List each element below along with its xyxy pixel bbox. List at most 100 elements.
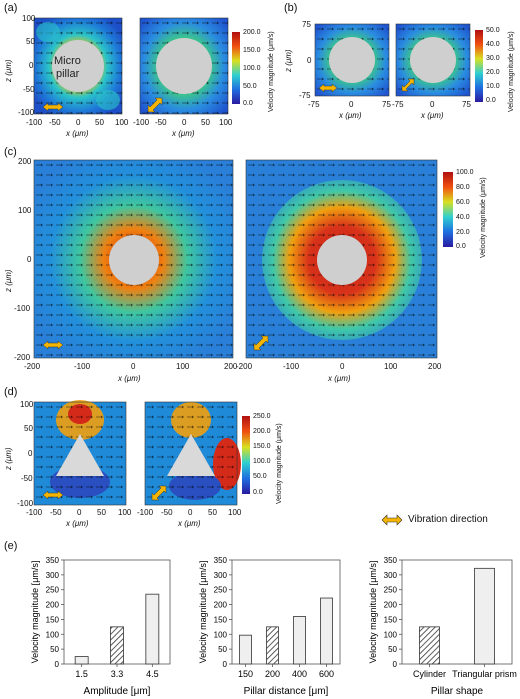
z-tick: 100 xyxy=(20,400,34,409)
x-tick: -100 xyxy=(26,508,43,517)
y-tick-label: 100 xyxy=(46,630,60,639)
vibration-arrow-horizontal-icon xyxy=(42,340,64,350)
x-tick: 100 xyxy=(118,508,132,517)
colorbar-b-tick: 30.0 xyxy=(486,55,500,62)
field-map-b-right xyxy=(395,23,471,97)
z-axis-label-c: z (μm) xyxy=(4,269,13,292)
bar xyxy=(419,626,440,665)
x-axis-label-a-left: x (μm) xyxy=(66,129,89,138)
y-tick-label: 250 xyxy=(46,586,60,595)
colorbar-c-tick: 60.0 xyxy=(456,199,470,206)
x-axis-label: Pillar shape xyxy=(431,686,484,697)
colorbar-a-tick: 100.0 xyxy=(243,65,261,72)
z-axis-label-b: z (μm) xyxy=(284,49,293,72)
vibration-arrow-horizontal-icon xyxy=(42,490,64,500)
y-tick-label: 200 xyxy=(214,601,228,610)
colorbar-c-tick: 40.0 xyxy=(456,214,470,221)
x-tick-label: 600 xyxy=(319,669,334,679)
vibration-arrow-diagonal-icon xyxy=(253,335,269,351)
z-tick: 0 xyxy=(29,61,34,70)
x-tick: 0 xyxy=(131,362,136,371)
colorbar-d-title: Velocity magnitude (μm/s) xyxy=(276,423,283,504)
x-tick: 0 xyxy=(76,118,81,127)
y-tick-label: 350 xyxy=(214,556,228,565)
colorbar-d-tick: 250.0 xyxy=(253,413,271,420)
x-tick: -100 xyxy=(133,118,150,127)
colorbar-c-tick: 100.0 xyxy=(456,169,474,176)
y-tick-label: 100 xyxy=(384,630,398,639)
x-axis-label-b-left: x (μm) xyxy=(339,111,362,120)
colorbar-d xyxy=(242,416,250,494)
x-axis-label-a-right: x (μm) xyxy=(172,129,195,138)
colorbar-b-tick: 50.0 xyxy=(486,27,500,34)
colorbar-d-tick: 200.0 xyxy=(253,428,271,435)
z-tick: 50 xyxy=(26,37,35,46)
panel-label-b: (b) xyxy=(284,2,298,14)
x-axis-label: Pillar distance [μm] xyxy=(244,686,329,697)
bar xyxy=(239,634,252,665)
field-map-b-left xyxy=(314,23,390,97)
colorbar-c-title: Velocity magnitude (μm/s) xyxy=(480,177,487,258)
colorbar-a xyxy=(232,32,240,104)
panel-label-a: (a) xyxy=(4,2,18,14)
x-tick: 0 xyxy=(430,100,435,109)
x-tick-label: 4.5 xyxy=(146,669,159,679)
colorbar-d-tick: 100.0 xyxy=(253,458,271,465)
y-tick-label: 0 xyxy=(393,660,398,669)
z-tick: -200 xyxy=(14,353,31,362)
z-axis-label-d: z (μm) xyxy=(4,447,13,470)
colorbar-b-tick: 40.0 xyxy=(486,41,500,48)
x-tick: 0 xyxy=(349,100,354,109)
y-tick-label: 150 xyxy=(384,615,398,624)
colorbar-a-title: Velocity magnitude (μm/s) xyxy=(268,31,275,112)
x-tick: 0 xyxy=(340,362,345,371)
z-tick: -75 xyxy=(299,91,311,100)
vibration-arrow-horizontal-icon xyxy=(318,83,338,93)
z-tick: -50 xyxy=(21,474,33,483)
x-axis-label-c-left: x (μm) xyxy=(118,374,141,383)
x-tick: 0 xyxy=(188,508,193,517)
y-tick-label: 50 xyxy=(388,645,397,654)
x-tick-label: 150 xyxy=(238,669,253,679)
y-tick-label: 0 xyxy=(55,660,60,669)
y-tick-label: 250 xyxy=(384,586,398,595)
y-tick-label: 300 xyxy=(214,571,228,580)
y-tick-label: 150 xyxy=(46,615,60,624)
x-axis-label-d-right: x (μm) xyxy=(178,519,201,528)
x-tick: 50 xyxy=(97,508,106,517)
x-tick: -200 xyxy=(236,362,253,371)
x-tick: 100 xyxy=(219,118,233,127)
y-tick-label: 250 xyxy=(214,586,228,595)
x-tick: -50 xyxy=(155,118,167,127)
y-tick-label: 100 xyxy=(214,630,228,639)
colorbar-d-tick: 0.0 xyxy=(253,489,263,496)
bar xyxy=(145,593,160,665)
panel-label-d: (d) xyxy=(4,386,18,398)
x-tick: -75 xyxy=(308,100,320,109)
x-tick: 0 xyxy=(182,118,187,127)
x-tick: -50 xyxy=(49,118,61,127)
colorbar-b xyxy=(475,30,483,102)
y-axis-label: Velocity magnitude [μm/s] xyxy=(198,561,208,664)
y-axis-label: Velocity magnitude [μm/s] xyxy=(30,561,40,664)
z-tick: 200 xyxy=(18,157,32,166)
x-tick-label: Triangular prism xyxy=(452,669,517,679)
colorbar-c-tick: 20.0 xyxy=(456,229,470,236)
x-tick: 50 xyxy=(95,118,104,127)
x-tick: 0 xyxy=(77,508,82,517)
y-tick-label: 0 xyxy=(223,660,228,669)
field-map-d-right xyxy=(144,401,241,506)
x-tick: 50 xyxy=(208,508,217,517)
panel-label-c: (c) xyxy=(4,146,17,158)
vibration-arrow-horizontal-icon xyxy=(42,102,64,112)
colorbar-a-tick: 200.0 xyxy=(243,29,261,36)
x-axis-label-c-right: x (μm) xyxy=(328,374,351,383)
plot-frame xyxy=(231,559,341,665)
x-tick-label: Cylinder xyxy=(413,669,446,679)
z-tick: 50 xyxy=(24,424,33,433)
bar xyxy=(110,626,124,665)
bar xyxy=(293,616,306,665)
z-tick: 100 xyxy=(18,206,32,215)
z-tick: 75 xyxy=(302,20,311,29)
z-axis-label-a: z (μm) xyxy=(4,59,13,82)
